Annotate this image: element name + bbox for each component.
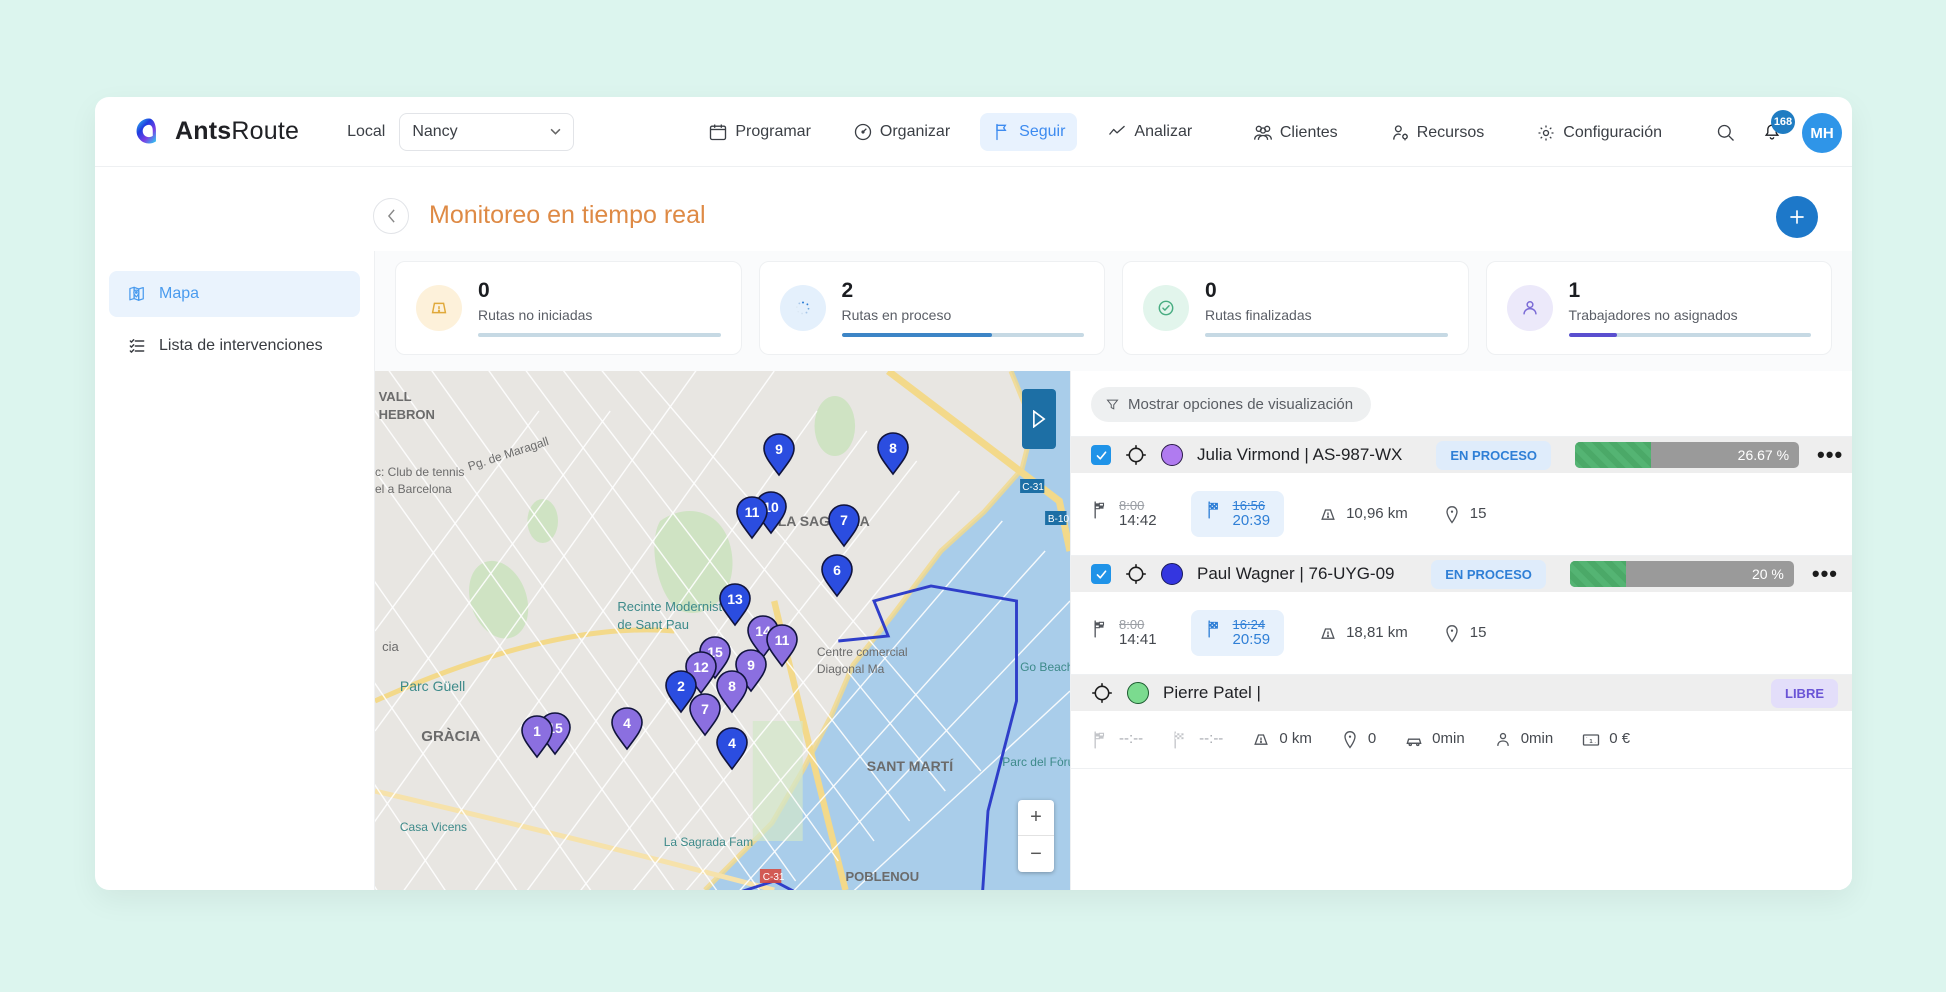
svg-text:9: 9 [775, 441, 783, 457]
svg-text:4: 4 [623, 715, 631, 731]
svg-text:6: 6 [833, 562, 841, 578]
svg-text:8: 8 [889, 440, 897, 456]
svg-text:2: 2 [677, 678, 685, 694]
svg-text:11: 11 [775, 632, 790, 648]
svg-text:7: 7 [840, 512, 848, 528]
svg-text:1: 1 [533, 723, 541, 739]
svg-text:4: 4 [728, 735, 736, 751]
svg-text:8: 8 [728, 678, 736, 694]
svg-text:7: 7 [701, 701, 709, 717]
svg-text:13: 13 [728, 591, 744, 607]
svg-text:1: 1 [1590, 739, 1594, 745]
svg-text:11: 11 [745, 504, 760, 520]
